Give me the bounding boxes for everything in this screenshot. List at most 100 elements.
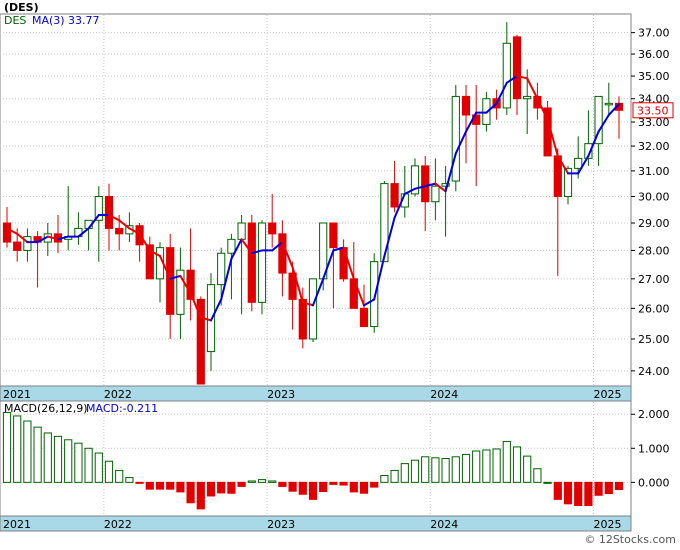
candle-body [461,95,471,116]
candle-body [186,269,195,300]
ma3-segment [189,292,202,319]
candle-body [329,222,338,249]
ma3-segment [393,192,406,219]
ma3-segment [556,154,569,175]
ma3-segment [108,213,121,222]
x-axis-labels-top: 2021 2022 2023 2024 2025 [3,388,622,401]
price-tick-label: 31.00 [638,165,670,178]
macd-bar [125,477,134,483]
price-y-axis: 24.00 25.00 26.00 27.00 28.00 29.00 30.00 31.00… [631,27,670,378]
macd-bar [308,481,318,500]
ma3-line [6,75,620,322]
macd-bar [23,420,32,483]
macd-bar [533,468,542,483]
ma3-segment [159,255,172,280]
ma3-segment [434,182,447,193]
candle-body [451,95,460,182]
macd-bar [217,481,226,494]
macd-bar [574,481,583,507]
x-axis-labels-bottom: 2021 2022 2023 2024 2025 [3,518,622,531]
price-tick-label: 37.00 [638,27,670,40]
candle-body [308,278,318,340]
ma3-segment [138,232,151,252]
ma3-segment [118,219,131,230]
candle-body [196,298,205,385]
ma3-segment [383,216,396,258]
year-label: 2021 [3,518,31,531]
macd-bar [543,481,552,484]
macd-bar [145,481,154,490]
ma3-segment [322,249,335,280]
year-label: 2022 [104,518,132,531]
macd-bar [319,481,328,493]
ma3-segment [77,227,90,238]
macd-bar [461,453,471,483]
ma3-segment [271,241,284,252]
ma3-segment [312,277,325,307]
macd-bar [349,481,358,493]
macd-bar [594,481,603,496]
macd-bar [553,481,562,500]
candle-body [431,185,440,203]
candle-body [166,247,175,315]
ma3-segment [424,182,437,188]
macd-bar [176,481,185,493]
year-label: 2022 [104,388,132,401]
candlestick-series [2,22,624,385]
candle-body [268,222,277,235]
ma3-segment [546,118,559,157]
price-tick-label: 28.00 [638,244,670,257]
candle-body [584,143,593,159]
macd-bar [13,415,22,483]
candle-body [145,244,154,280]
candle-body [227,238,236,254]
price-tick-label: 30.00 [638,191,670,204]
macd-tick-label: 0.000 [638,476,670,489]
macd-bar [115,469,124,483]
macd-bar [64,439,73,483]
macd-bar [472,450,481,483]
candle-body [533,95,542,109]
ma3-segment [495,81,508,105]
ma3-segment [148,249,161,258]
macd-bar [2,412,12,483]
year-label: 2024 [430,388,458,401]
macd-bar [104,460,114,483]
macd-bar [421,456,430,483]
candle-body [298,298,307,340]
macd-histogram [2,412,624,510]
candle-body [247,222,256,303]
candle-body [390,183,399,208]
candle-body [278,233,287,274]
macd-bar [482,449,491,483]
ma3-segment [210,298,223,322]
candle-body [104,196,114,229]
macd-bar [441,458,450,483]
ma3-segment [199,316,212,322]
macd-legend-label: MACD(26,12,9) [4,402,88,415]
ma3-segment [516,75,529,80]
ma3-segment [454,130,467,155]
macd-bar [268,480,277,483]
macd-bar [186,481,195,504]
ma3-segment [363,298,376,307]
candle-body [13,241,22,251]
macd-bar [451,456,460,483]
ma3-segment [465,111,478,133]
macd-bar [227,481,236,494]
candle-body [359,307,369,328]
ma3-segment [128,227,141,235]
macd-bar [53,435,63,483]
price-tick-label: 35.00 [638,70,670,83]
year-label: 2021 [3,388,31,401]
x-axis-band-bottom [0,515,632,532]
macd-bar [502,440,511,483]
candle-body [441,183,450,187]
macd-bar [298,481,307,495]
candle-body [594,95,603,145]
price-tick-label: 27.00 [638,273,670,286]
ma3-segment [505,75,518,84]
ma3-segment [332,246,345,252]
ma3-segment [230,238,243,260]
